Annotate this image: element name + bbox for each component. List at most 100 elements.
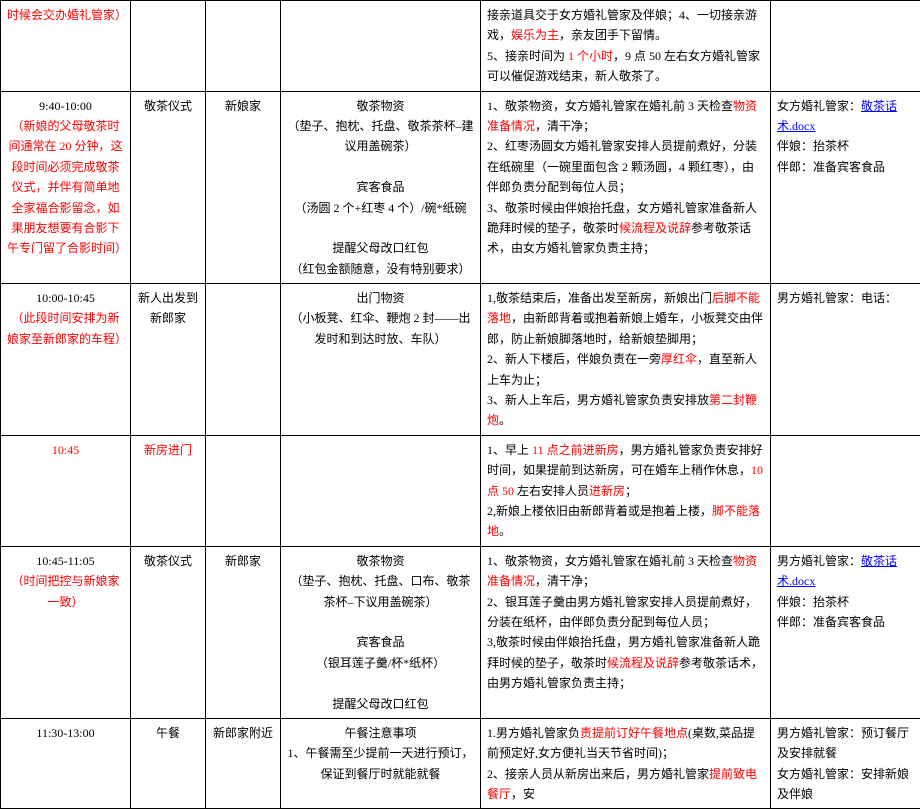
text-seg: 接亲道具交于女方婚礼管家及伴娘；	[487, 8, 679, 22]
text-seg: 敬茶物资	[356, 99, 404, 113]
text-seg: 11 点之前进新房	[532, 443, 619, 457]
text-seg: ，亲友团手下留情。	[559, 28, 667, 42]
location-cell	[206, 435, 281, 546]
materials-cell: 出门物资（小板凳、红伞、鞭炮 2 封——出发时和到达时放、车队）	[281, 284, 481, 436]
table-row: 9:40-10:00 （新娘的父母敬茶时间通常在 20 分钟，这段时间必须完成敬茶…	[1, 91, 920, 284]
text-seg: （汤圆 2 个+红枣 4 个）/碗*纸碗	[294, 201, 466, 215]
text-seg: （此段时间安排为新娘家至新郎家的车程）	[7, 311, 127, 345]
text-seg: 男方婚礼管家：	[777, 554, 861, 568]
event-cell: 敬茶仪式	[131, 91, 206, 284]
location-cell: 新郎家	[206, 546, 281, 718]
location-cell: 新娘家	[206, 91, 281, 284]
text-seg: （红包金额随意，没有特别要求）	[290, 262, 470, 276]
text-seg: 左右安排人员	[517, 484, 589, 498]
procedure-cell: 1,敬茶结束后，准备出发至新房，新娘出门后脚不能落地，由新郎背着或抱着新娘上婚车…	[481, 284, 771, 436]
text-seg: 1、早上	[487, 443, 532, 457]
procedure-cell: 1、敬茶物资，女方婚礼管家在婚礼前 3 天检查物资准备情况，清干净；2、红枣汤圆…	[481, 91, 771, 284]
text-seg: 新郎家	[225, 554, 261, 568]
owner-cell: 女方婚礼管家：敬茶话术.docx伴娘：抬茶杯伴郎：准备宾客食品	[771, 91, 920, 284]
text-seg: 敬茶仪式	[144, 99, 192, 113]
table-row: 10:45-11:05 （时间把控与新娘家一致） 敬茶仪式 新郎家 敬茶物资 （垫子、抱枕…	[1, 546, 920, 718]
table-row: 时候会交办婚礼管家） 接亲道具交于女方婚礼管家及伴娘；4、一切接亲游戏，娱乐为主，…	[1, 1, 920, 92]
location-cell	[206, 284, 281, 436]
text-seg: 男方婚礼管家：电话：	[777, 291, 897, 305]
text-seg: 时候会交办婚礼管家）	[7, 8, 127, 22]
text-seg: ；	[625, 484, 637, 498]
schedule-table: 时候会交办婚礼管家） 接亲道具交于女方婚礼管家及伴娘；4、一切接亲游戏，娱乐为主，…	[0, 0, 920, 809]
owner-cell: 男方婚礼管家：预订餐厅及安排就餐女方婚礼管家：安排新娘及伴娘	[771, 718, 920, 809]
text-seg: 进新房	[589, 484, 625, 498]
owner-cell: 男方婚礼管家：敬茶话术.docx伴娘：抬茶杯伴郎：准备宾客食品	[771, 546, 920, 718]
text-seg: 伴郎：准备宾客食品	[777, 615, 885, 629]
event-cell	[131, 1, 206, 92]
owner-cell	[771, 435, 920, 546]
text-seg: 2、新人下楼后，伴娘负责在一旁	[487, 352, 661, 366]
text-seg: 伴郎：准备宾客食品	[777, 160, 885, 174]
text-seg: 1 个小时	[568, 49, 613, 63]
text-seg: 娱乐为主	[511, 28, 559, 42]
materials-cell: 敬茶物资 （垫子、抱枕、托盘、敬茶茶杯–建议用盖碗茶） 宾客食品 （汤圆 2 个+红枣…	[281, 91, 481, 284]
text-seg: 敬茶仪式	[144, 554, 192, 568]
location-cell: 新郎家附近	[206, 718, 281, 809]
text-seg: 提醒父母改口红包	[332, 241, 428, 255]
table-row: 10:00-10:45 （此段时间安排为新娘家至新郎家的车程） 新人出发到新郎家 出门…	[1, 284, 920, 436]
text-seg: 女方婚礼管家：安排新娘及伴娘	[777, 767, 909, 801]
text-seg: （时间把控与新娘家一致）	[11, 574, 119, 608]
text-seg: 。	[499, 524, 511, 538]
text-seg: 伴娘：抬茶杯	[777, 595, 849, 609]
text-seg: 伴娘：抬茶杯	[777, 139, 849, 153]
text-seg: 2、银耳莲子羹由男方婚礼管家安排人员提前煮好，分装在纸杯，由伴郎负责分配到每位人…	[487, 595, 757, 629]
text-seg: （垫子、抱枕、托盘、口布、敬茶茶杯–下议用盖碗茶）	[290, 574, 470, 608]
text-seg: 女方婚礼管家：	[777, 99, 861, 113]
event-cell: 新房进门	[131, 435, 206, 546]
text-seg: 10:00-10:45	[36, 291, 95, 305]
text-seg: 2、接亲人员从新房出来后，男方婚礼管家	[487, 767, 709, 781]
text-seg: 新人出发到新郎家	[138, 291, 198, 325]
text-seg: 11:30-13:00	[36, 726, 94, 740]
text-seg: 敬茶物资	[356, 554, 404, 568]
text-seg: 候流程及说辞	[607, 656, 679, 670]
time-cell: 10:45	[1, 435, 131, 546]
time-cell: 时候会交办婚礼管家）	[1, 1, 131, 92]
materials-cell: 敬茶物资 （垫子、抱枕、托盘、口布、敬茶茶杯–下议用盖碗茶） 宾客食品 （银耳莲子羹/…	[281, 546, 481, 718]
text-seg: 厚红伞	[661, 352, 697, 366]
text-seg: ，清干净；	[535, 574, 595, 588]
time-cell: 10:45-11:05 （时间把控与新娘家一致）	[1, 546, 131, 718]
text-seg: 午餐注意事项	[344, 726, 416, 740]
text-seg: ，由新郎背着或抱着新娘上婚车，小板凳交由伴郎，防止新娘脚落地时，给新娘垫脚用；	[487, 311, 763, 345]
text-seg: 1,敬茶结束后，准备出发至新房，新娘出门	[487, 291, 712, 305]
text-seg: ，清干净；	[535, 119, 595, 133]
text-seg: 男方婚礼管家：预订餐厅及安排就餐	[777, 726, 909, 760]
text-seg: 1、敬茶物资，女方婚礼管家在婚礼前 3 天检查	[487, 99, 733, 113]
procedure-cell: 1.男方婚礼管家负责提前订好午餐地点(桌数,菜品提前预定好,女方便礼当天节省时间…	[481, 718, 771, 809]
text-seg: 午餐	[156, 726, 180, 740]
table-row: 11:30-13:00 午餐 新郎家附近 午餐注意事项 1、午餐需至少提前一天进行预订，…	[1, 718, 920, 809]
text-seg: （新娘的父母敬茶时间通常在 20 分钟，这段时间必须完成敬茶仪式，并伴有简单地全…	[7, 119, 127, 255]
text-seg: 1、午餐需至少提前一天进行预订，保证到餐厅时就能就餐	[287, 746, 473, 780]
text-seg: 10:45-11:05	[36, 554, 94, 568]
text-seg: 提醒父母改口红包	[332, 697, 428, 711]
text-seg: 责提前订好午餐地点	[580, 726, 688, 740]
text-seg: 1、敬茶物资，女方婚礼管家在婚礼前 3 天检查	[487, 554, 733, 568]
owner-cell: 男方婚礼管家：电话：	[771, 284, 920, 436]
materials-cell	[281, 1, 481, 92]
text-seg: 宾客食品	[356, 635, 404, 649]
time-cell: 11:30-13:00	[1, 718, 131, 809]
text-seg: 1.男方婚礼管家负	[487, 726, 580, 740]
materials-cell: 午餐注意事项 1、午餐需至少提前一天进行预订，保证到餐厅时就能就餐	[281, 718, 481, 809]
time-cell: 9:40-10:00 （新娘的父母敬茶时间通常在 20 分钟，这段时间必须完成敬茶…	[1, 91, 131, 284]
text-seg: 3、新人上车后，男方婚礼管家负责安排放	[487, 393, 709, 407]
text-seg: 10:45	[52, 443, 79, 457]
location-cell	[206, 1, 281, 92]
text-seg: 新房进门	[144, 443, 192, 457]
text-seg: （垫子、抱枕、托盘、敬茶茶杯–建议用盖碗茶）	[287, 119, 473, 153]
procedure-cell: 接亲道具交于女方婚礼管家及伴娘；4、一切接亲游戏，娱乐为主，亲友团手下留情。5、…	[481, 1, 771, 92]
text-seg: （银耳莲子羹/杯*纸杯）	[316, 656, 445, 670]
text-seg: ，安	[511, 787, 535, 801]
text-seg: 宾客食品	[356, 180, 404, 194]
text-seg: 9:40-10:00	[39, 99, 92, 113]
text-seg: 。	[499, 413, 511, 427]
text-seg: 2、红枣汤圆女方婚礼管家安排人员提前煮好，分装在纸碗里（一碗里面包含 2 颗汤圆…	[487, 139, 757, 194]
text-seg: 2,新娘上楼依旧由新郎背着或是抱着上楼，	[487, 504, 712, 518]
procedure-cell: 1、早上 11 点之前进新房，男方婚礼管家负责安排好时间，如果提前到达新房，可在…	[481, 435, 771, 546]
